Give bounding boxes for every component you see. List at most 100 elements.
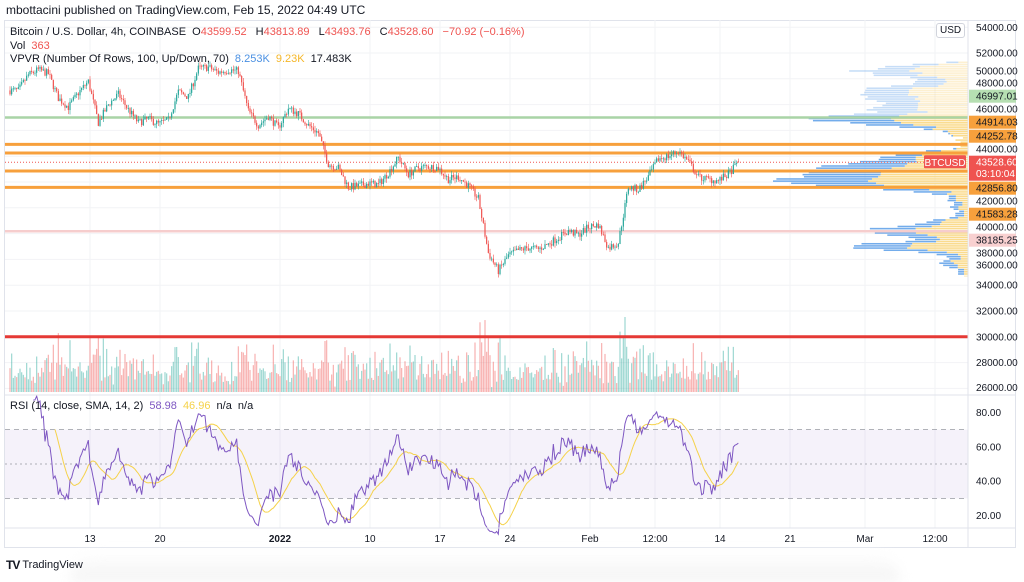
volume-bar — [171, 366, 173, 392]
volume-bar — [317, 369, 319, 392]
volume-bar — [352, 351, 354, 392]
volume-bar — [379, 362, 381, 392]
candle — [636, 183, 638, 196]
volume-bar — [499, 336, 501, 392]
vpvr-up-row — [874, 232, 916, 234]
volume-bar — [474, 342, 476, 392]
volume-bar — [174, 347, 176, 392]
volume-bar — [357, 364, 359, 392]
current-price-label-bg — [969, 155, 1016, 181]
candle — [62, 102, 64, 106]
candle — [21, 77, 23, 87]
vpvr-down-row — [922, 72, 968, 74]
candle — [669, 151, 671, 160]
volume-bar — [456, 360, 458, 392]
vpvr-down-row — [938, 85, 968, 87]
vpvr-down-row — [907, 113, 968, 115]
vpvr-up-row — [946, 61, 959, 64]
volume-bar — [592, 365, 594, 392]
candle — [561, 229, 563, 245]
volume-bar — [422, 373, 424, 392]
volume-bar — [172, 361, 174, 392]
volume-bar — [551, 372, 553, 392]
candle — [482, 217, 484, 224]
candle — [541, 243, 543, 254]
volume-bar — [439, 379, 441, 392]
vpvr-up-row — [853, 247, 908, 249]
price-tick-label: 54000.00 — [976, 23, 1018, 34]
volume-bar — [654, 376, 656, 392]
candle — [606, 239, 608, 251]
candle — [112, 98, 114, 101]
vol-label[interactable]: Vol — [10, 40, 26, 52]
candle — [209, 61, 211, 68]
volume-bar — [446, 375, 448, 392]
volume-bar — [451, 358, 453, 392]
vpvr-down-row — [908, 89, 968, 92]
volume-bar — [649, 353, 651, 392]
volume-bar — [404, 361, 406, 392]
close-label: C — [379, 26, 388, 38]
vpvr-down-row — [964, 214, 968, 217]
candle — [181, 88, 183, 95]
volume-bar — [636, 351, 638, 392]
candle — [567, 226, 569, 236]
candle — [22, 78, 24, 83]
volume-bar — [306, 373, 308, 392]
rsi-label[interactable]: RSI (14, close, SMA, 14, 2) — [10, 400, 144, 412]
volume-bar — [237, 346, 239, 392]
volume-bar — [619, 331, 621, 392]
symbol-tag-bg — [924, 155, 966, 169]
volume-bar — [664, 371, 666, 392]
candle — [31, 66, 33, 75]
candle — [432, 161, 434, 173]
volume-bar — [79, 362, 81, 392]
vpvr-total: 17.483K — [310, 53, 352, 65]
vpvr-up-row — [880, 156, 916, 159]
volume-bar — [37, 372, 39, 392]
vpvr-up-row — [942, 130, 948, 133]
volume-bar — [442, 374, 444, 392]
candle — [137, 115, 139, 123]
candle — [116, 90, 118, 101]
candle — [474, 186, 476, 200]
vpvr-down-row — [939, 238, 968, 241]
tradingview-logo[interactable]: TV TradingView — [6, 558, 83, 572]
candle — [519, 244, 521, 251]
vpvr-down-row — [960, 145, 968, 148]
candle — [394, 161, 396, 167]
vpvr-down-row — [958, 253, 968, 256]
grid — [5, 20, 968, 528]
currency-badge[interactable]: USD — [936, 23, 966, 38]
candle — [582, 223, 584, 236]
candle — [231, 66, 233, 77]
volume-bar — [464, 381, 466, 392]
volume-bar — [131, 363, 133, 392]
vpvr-up-row — [850, 122, 901, 124]
vpvr-down-row — [945, 78, 968, 81]
time-tick-label: 2022 — [269, 534, 292, 545]
candle — [334, 168, 336, 172]
vpvr-label[interactable]: VPVR (Number Of Rows, 100, Up/Down, 70) — [10, 53, 229, 65]
candle — [227, 69, 229, 75]
level-label: 38185.25 — [976, 236, 1018, 247]
volume-bar — [84, 377, 86, 392]
volume-bar — [249, 369, 251, 392]
candle — [426, 164, 428, 171]
candle — [724, 171, 726, 178]
rsi-tick-label: 20.00 — [976, 511, 1001, 522]
candle — [469, 182, 471, 189]
vpvr-down-row — [871, 178, 968, 180]
candle — [124, 98, 126, 110]
volume-bar — [21, 372, 23, 392]
volume-bar — [259, 368, 261, 392]
candle — [684, 153, 686, 162]
volume-bar — [331, 374, 333, 392]
candle — [736, 160, 738, 167]
volume-bar — [59, 364, 61, 392]
vpvr-up-row — [949, 266, 958, 269]
volume-bar — [316, 379, 318, 392]
symbol-title[interactable]: Bitcoin / U.S. Dollar, 4h, COINBASE — [10, 26, 187, 38]
volume-bar — [494, 370, 496, 392]
